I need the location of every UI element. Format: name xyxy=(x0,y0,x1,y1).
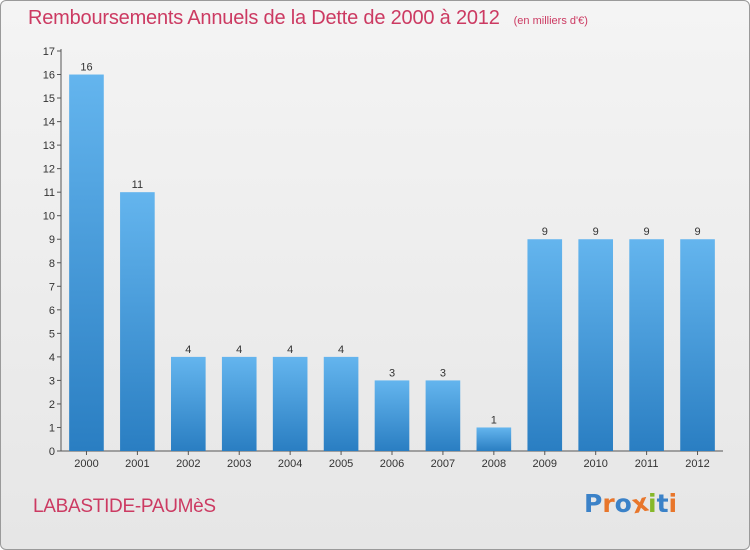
y-tick-label: 3 xyxy=(49,375,55,387)
y-tick-label: 5 xyxy=(49,328,55,340)
y-tick-label: 6 xyxy=(49,305,55,317)
commune-name: LABASTIDE-PAUMèS xyxy=(33,496,216,517)
y-tick-label: 13 xyxy=(43,140,55,152)
logo-letter: i xyxy=(648,489,657,518)
x-tick-label: 2008 xyxy=(482,458,506,470)
chart-title: Remboursements Annuels de la Dette de 20… xyxy=(28,7,588,30)
logo-letter: r xyxy=(602,489,615,518)
x-tick-label: 2002 xyxy=(176,458,200,470)
data-label: 3 xyxy=(440,367,446,379)
bar xyxy=(578,239,614,451)
bar xyxy=(476,427,512,451)
y-tick-label: 16 xyxy=(43,70,55,82)
y-tick-label: 4 xyxy=(49,352,55,364)
chart-labels: 2000 16 2001 11 2002 4 2003 4 2004 4 2005 4 2006 3 200… xyxy=(74,62,710,470)
data-label: 9 xyxy=(542,226,548,238)
x-tick-label: 2001 xyxy=(125,458,149,470)
bar xyxy=(170,356,206,451)
bar xyxy=(272,356,308,451)
bar xyxy=(221,356,257,451)
data-label: 1 xyxy=(491,414,497,426)
data-label: 4 xyxy=(236,344,242,356)
data-label: 9 xyxy=(644,226,650,238)
data-label: 3 xyxy=(389,367,395,379)
y-tick-label: 2 xyxy=(49,399,55,411)
x-tick-label: 2011 xyxy=(635,458,659,470)
logo-letter: t xyxy=(656,489,669,518)
x-tick-label: 2007 xyxy=(431,458,455,470)
logo-letter: i xyxy=(668,489,678,518)
y-tick-label: 17 xyxy=(43,46,55,58)
data-label: 4 xyxy=(185,344,191,356)
logo-letter: P xyxy=(584,489,603,518)
data-label: 11 xyxy=(132,179,143,191)
y-tick-label: 11 xyxy=(44,187,55,199)
data-label: 9 xyxy=(694,226,700,238)
bar xyxy=(629,239,664,451)
bar xyxy=(425,380,461,451)
data-label: 16 xyxy=(80,62,92,74)
x-tick-label: 2009 xyxy=(533,458,557,470)
y-tick-label: 12 xyxy=(43,164,55,176)
x-tick-label: 2005 xyxy=(329,458,353,470)
y-tick-label: 15 xyxy=(43,93,55,105)
bar xyxy=(120,192,155,452)
chart-title-text: Remboursements Annuels de la Dette de 20… xyxy=(28,7,500,29)
x-tick-label: 2000 xyxy=(74,458,98,470)
bar xyxy=(69,74,104,451)
bar xyxy=(680,239,715,451)
y-tick-label: 0 xyxy=(49,446,55,458)
x-tick-label: 2010 xyxy=(583,458,607,470)
y-tick-label: 1 xyxy=(49,422,55,434)
y-tick-label: 10 xyxy=(43,211,55,223)
x-tick-label: 2012 xyxy=(685,458,709,470)
y-tick-label: 8 xyxy=(49,258,55,270)
data-label: 4 xyxy=(338,344,344,356)
data-label: 4 xyxy=(287,344,293,356)
y-tick-label: 7 xyxy=(49,281,55,293)
data-label: 9 xyxy=(593,226,599,238)
x-tick-label: 2006 xyxy=(380,458,404,470)
x-tick-label: 2004 xyxy=(278,458,302,470)
y-tick-label: 9 xyxy=(49,234,55,246)
bar xyxy=(527,239,563,451)
y-tick-label: 14 xyxy=(43,117,55,129)
x-tick-label: 2003 xyxy=(227,458,251,470)
bar xyxy=(323,356,359,451)
chart-bars xyxy=(69,74,715,452)
logo-letter: o xyxy=(614,489,632,518)
proxiti-logo: Proxiti xyxy=(584,488,678,520)
chart-unit-label: (en milliers d'€) xyxy=(513,15,588,27)
bar xyxy=(374,380,410,451)
